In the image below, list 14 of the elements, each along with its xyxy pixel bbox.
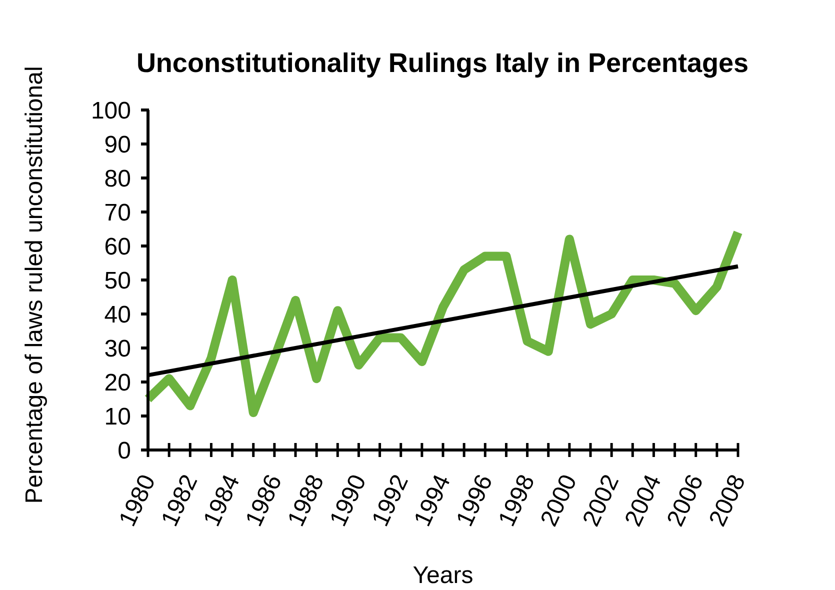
y-tick-label: 10 <box>104 403 131 430</box>
y-tick-label: 80 <box>104 165 131 192</box>
y-tick-label: 50 <box>104 267 131 294</box>
y-tick-label: 60 <box>104 233 131 260</box>
y-tick-label: 20 <box>104 369 131 396</box>
y-axis-title: Percentage of laws ruled unconstitutional <box>21 66 48 504</box>
y-tick-label: 30 <box>104 335 131 362</box>
y-tick-label: 70 <box>104 199 131 226</box>
y-tick-label: 90 <box>104 131 131 158</box>
y-tick-label: 0 <box>118 437 131 464</box>
y-tick-label: 40 <box>104 301 131 328</box>
y-tick-label: 100 <box>90 97 131 124</box>
chart-title: Unconstitutionality Rulings Italy in Percentages <box>136 48 749 78</box>
x-axis-title: Years <box>412 562 474 589</box>
